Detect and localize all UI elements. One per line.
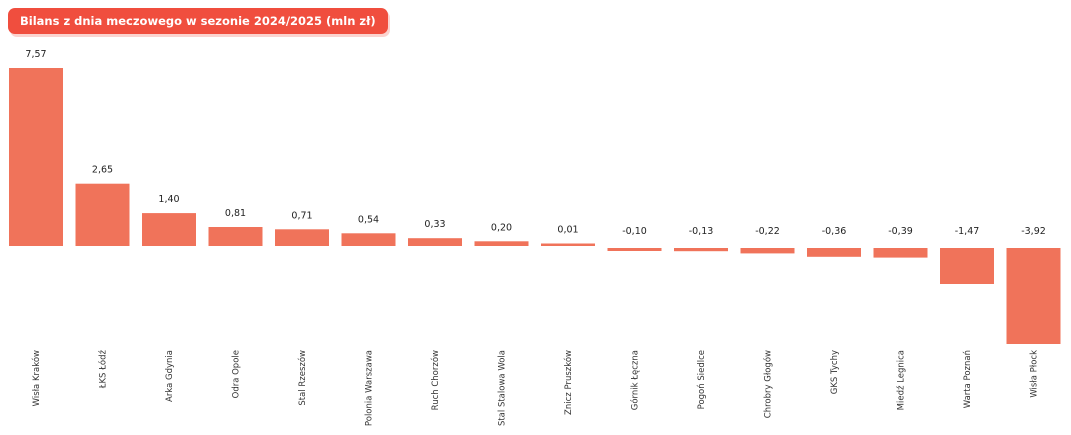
category-label: Znicz Pruszków: [563, 350, 574, 415]
bar-value-label: 0,81: [225, 208, 246, 219]
bar: [940, 248, 994, 284]
category-label: Odra Opole: [232, 350, 242, 398]
chart-title: Bilans z dnia meczowego w sezonie 2024/2…: [8, 8, 388, 34]
bar: [740, 248, 795, 254]
bar: [873, 248, 928, 258]
bar: [674, 248, 728, 252]
category-label: Górnik Łęczna: [630, 350, 641, 410]
bar-value-label: -0,22: [755, 226, 780, 237]
bar-value-label: 2,65: [92, 165, 113, 176]
category-label: Chrobry Głogów: [763, 350, 774, 418]
category-label: Pogoń Siedlce: [697, 350, 707, 409]
bar: [275, 229, 329, 246]
bar: [75, 183, 130, 246]
category-label: GKS Tychy: [830, 350, 840, 394]
category-label: Warta Poznań: [963, 350, 973, 408]
category-label: Arka Gdynia: [165, 350, 175, 402]
bar-value-label: 0,01: [557, 225, 578, 236]
bar: [341, 233, 396, 246]
bar-value-label: 1,40: [158, 194, 179, 205]
category-label: Stal Rzeszów: [297, 350, 308, 406]
bar: [807, 248, 861, 257]
category-label: Stal Stalowa Wola: [498, 350, 508, 426]
bar: [474, 241, 529, 246]
bar: [208, 227, 263, 246]
category-label: Ruch Chorzów: [430, 350, 441, 410]
bar-value-label: 0,20: [491, 222, 512, 233]
bar-value-label: -0,36: [822, 226, 847, 237]
bar: [541, 243, 595, 246]
bar: [1006, 248, 1061, 344]
bars-group: [9, 68, 1061, 344]
category-labels-group: Wisła Kraków ŁKS Łódź Arka Gdynia Odra Opol…: [31, 349, 1040, 426]
category-label: Wisła Kraków: [31, 350, 42, 406]
bar: [607, 248, 662, 251]
bar-value-label: -1,47: [955, 226, 980, 237]
category-label: Wisła Płock: [1030, 350, 1040, 398]
bar: [9, 68, 63, 246]
bar-value-label: 0,54: [358, 214, 379, 225]
category-label: Miedź Legnica: [897, 350, 907, 410]
bar-value-label: -0,10: [622, 226, 647, 237]
bar-value-label: 0,33: [424, 219, 445, 230]
bar-value-label: -0,13: [689, 226, 714, 237]
bar: [142, 213, 196, 246]
bar: [408, 238, 462, 246]
bar-value-label: -3,92: [1021, 226, 1046, 237]
bar-value-label: 7,57: [25, 49, 46, 60]
category-label: ŁKS Łódź: [98, 349, 109, 389]
bar-value-label: -0,39: [888, 226, 913, 237]
bar-value-label: 0,71: [291, 210, 312, 221]
value-labels-group: 7,57 2,65 1,40 0,81 0,71 0,54 0,33 0,20 0,01 -0,1…: [25, 49, 1045, 237]
category-label: Polonia Warszawa: [365, 350, 375, 426]
